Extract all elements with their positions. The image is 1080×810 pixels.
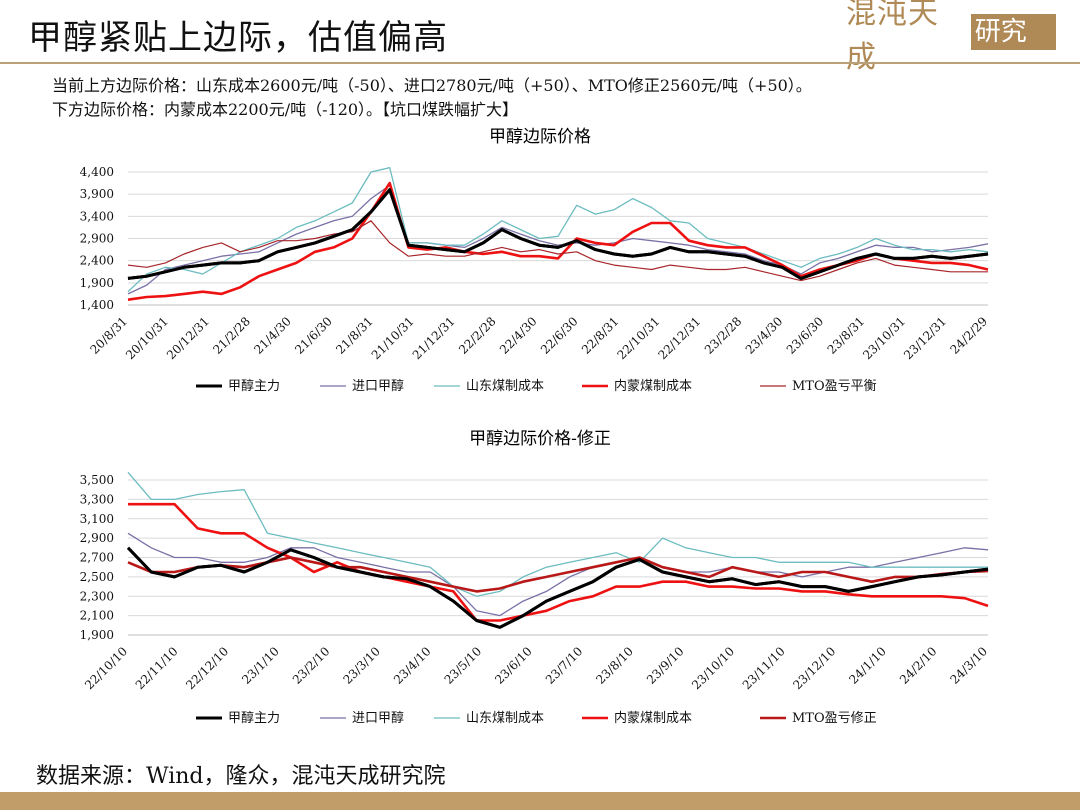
y-tick-label: 1,400 bbox=[80, 298, 114, 312]
legend-label: 山东煤制成本 bbox=[466, 711, 544, 726]
chart-margin-price: 甲醇边际价格 1,400 1,900 2,400 2,900 3,400 3,900 4,40… bbox=[80, 127, 991, 394]
x-tick-label: 22/10/31 bbox=[614, 314, 662, 362]
x-tick-label: 23/7/10 bbox=[543, 644, 586, 687]
x-tick-label: 22/11/10 bbox=[133, 644, 181, 692]
series-line-main bbox=[126, 546, 989, 629]
legend-label: 甲醇主力 bbox=[228, 710, 280, 726]
legend-label: 甲醇主力 bbox=[228, 378, 280, 394]
legend-label: 进口甲醇 bbox=[352, 710, 404, 726]
y-tick-label: 1,900 bbox=[80, 628, 114, 642]
x-tick-label: 24/3/10 bbox=[948, 644, 991, 687]
x-tick-label: 23/4/10 bbox=[391, 644, 434, 687]
x-tick-label: 24/2/10 bbox=[897, 644, 940, 687]
chart-margin-price-adjusted: 甲醇边际价格-修正 1,900 2,100 2,300 2,500 2,700 2,900 3… bbox=[80, 429, 991, 726]
chart-title: 甲醇边际价格-修正 bbox=[469, 429, 611, 449]
x-tick-label: 23/10/31 bbox=[860, 314, 908, 362]
series-line bbox=[127, 188, 989, 280]
y-tick-label: 2,400 bbox=[80, 254, 114, 268]
x-tick-label: 22/12/31 bbox=[655, 314, 703, 362]
y-tick-label: 3,500 bbox=[80, 473, 114, 487]
y-tick-label: 3,900 bbox=[80, 187, 114, 201]
logo-box: 研究院 bbox=[970, 14, 1056, 83]
x-tick-label: 23/10/10 bbox=[689, 644, 737, 692]
y-tick-label: 3,400 bbox=[80, 209, 114, 223]
company-logo: 混沌天成 研究院 bbox=[846, 0, 1056, 83]
y-tick-label: 4,400 bbox=[80, 165, 114, 179]
x-tick-label: 23/11/10 bbox=[740, 644, 788, 692]
legend-label: 进口甲醇 bbox=[352, 378, 404, 394]
series-line bbox=[127, 166, 989, 293]
series-line bbox=[127, 556, 989, 593]
x-tick-label: 21/6/30 bbox=[292, 314, 335, 357]
series-line bbox=[127, 471, 988, 597]
x-tick-label: 23/2/10 bbox=[290, 644, 333, 687]
y-tick-label: 2,500 bbox=[80, 570, 114, 584]
series-line bbox=[127, 220, 988, 282]
series-line bbox=[128, 502, 989, 622]
x-tick-label: 23/2/28 bbox=[702, 314, 745, 357]
x-tick-label: 24/1/10 bbox=[846, 644, 889, 687]
bottom-bar bbox=[0, 792, 1080, 810]
x-tick-label: 23/3/10 bbox=[340, 644, 383, 687]
header-rule bbox=[0, 62, 1080, 64]
x-tick-label: 23/4/30 bbox=[743, 314, 786, 357]
x-tick-label: 23/8/10 bbox=[593, 644, 636, 687]
legend-label: 内蒙煤制成本 bbox=[614, 378, 692, 394]
x-tick-label: 23/6/10 bbox=[492, 644, 535, 687]
x-tick-label: 21/10/31 bbox=[369, 314, 417, 362]
x-tick-label: 23/12/31 bbox=[901, 314, 949, 362]
y-tick-label: 2,100 bbox=[80, 609, 114, 623]
x-tick-label: 23/12/10 bbox=[790, 644, 838, 692]
series-line bbox=[127, 181, 989, 301]
legend-label: 山东煤制成本 bbox=[466, 379, 544, 394]
series-line bbox=[127, 184, 989, 295]
y-tick-label: 3,100 bbox=[80, 512, 114, 526]
y-tick-label: 2,700 bbox=[80, 551, 114, 565]
x-tick-label: 21/4/30 bbox=[251, 314, 294, 357]
x-tick-label: 22/2/28 bbox=[456, 314, 499, 357]
data-source: 数据来源：Wind，隆众，混沌天成研究院 bbox=[36, 764, 446, 789]
legend-label: MTO盈亏平衡 bbox=[792, 379, 877, 394]
x-tick-label: 23/6/30 bbox=[784, 314, 827, 357]
x-tick-label: 23/1/10 bbox=[239, 644, 282, 687]
series-line bbox=[127, 532, 989, 617]
y-tick-label: 1,900 bbox=[80, 276, 114, 290]
page-title: 甲醇紧贴上边际，估值偏高 bbox=[28, 18, 448, 58]
note-line-1: 当前上方边际价格：山东成本2600元/吨（-50）、进口2780元/吨（+50）… bbox=[52, 76, 812, 95]
y-tick-label: 2,900 bbox=[80, 232, 114, 246]
x-tick-label: 23/9/10 bbox=[644, 644, 687, 687]
note-line-2: 下方边际价格：内蒙成本2200元/吨（-120）。【坑口煤跌幅扩大】 bbox=[52, 100, 519, 119]
x-tick-label: 22/4/30 bbox=[497, 314, 540, 357]
chart-title: 甲醇边际价格 bbox=[489, 127, 591, 147]
x-tick-label: 23/5/10 bbox=[442, 644, 485, 687]
y-tick-label: 2,300 bbox=[80, 589, 114, 603]
x-tick-label: 20/10/31 bbox=[123, 314, 171, 362]
x-tick-label: 22/6/30 bbox=[538, 314, 581, 357]
x-tick-label: 21/2/28 bbox=[210, 314, 253, 357]
y-tick-label: 2,900 bbox=[80, 531, 114, 545]
x-tick-label: 24/2/29 bbox=[948, 314, 991, 357]
x-tick-label: 22/12/10 bbox=[183, 644, 231, 692]
logo-text: 混沌天成 bbox=[846, 0, 939, 75]
series-line-main bbox=[127, 188, 989, 280]
legend-label: MTO盈亏修正 bbox=[792, 711, 877, 726]
x-tick-label: 21/12/31 bbox=[410, 314, 458, 362]
x-tick-label: 20/12/31 bbox=[164, 314, 212, 362]
legend-label: 内蒙煤制成本 bbox=[614, 710, 692, 726]
y-tick-label: 3,300 bbox=[80, 492, 114, 506]
x-tick-label: 22/10/10 bbox=[82, 644, 130, 692]
